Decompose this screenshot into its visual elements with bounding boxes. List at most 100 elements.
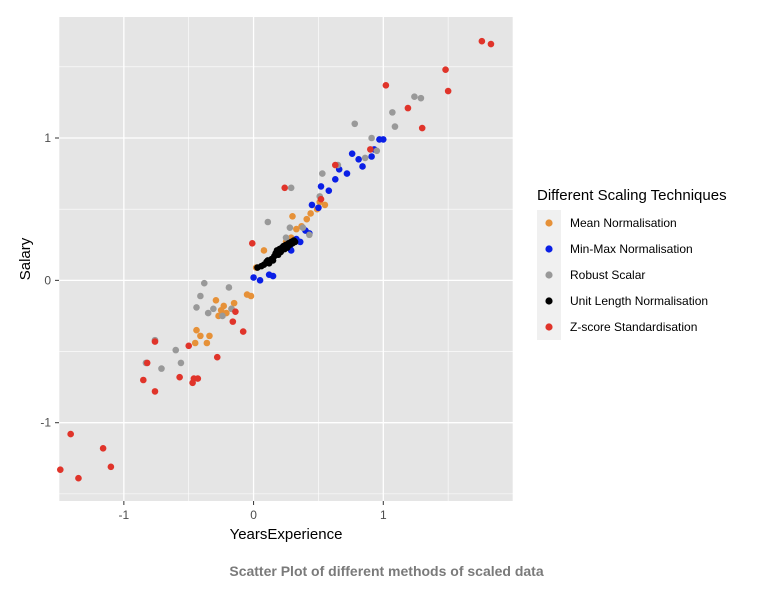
data-point (247, 292, 255, 300)
data-point (331, 161, 339, 169)
legend-key (545, 245, 553, 253)
data-point (185, 342, 193, 350)
data-point (151, 338, 159, 345)
data-point (367, 146, 374, 153)
data-point (321, 201, 329, 209)
data-point (67, 430, 74, 438)
data-point (289, 212, 296, 220)
data-point (391, 123, 399, 130)
data-point (307, 210, 314, 217)
data-point (287, 184, 295, 192)
data-point (75, 474, 82, 482)
data-point (379, 136, 387, 143)
legend-label: Z-score Standardisation (570, 320, 697, 334)
legend: Different Scaling Techniques Mean Normal… (537, 187, 727, 340)
y-tick-label: 1 (44, 131, 51, 145)
y-axis-title: Salary (17, 237, 34, 280)
data-point (158, 365, 165, 372)
data-points (56, 37, 495, 482)
x-tick-label: 0 (250, 508, 257, 522)
legend-key (545, 297, 553, 305)
legend-label: Unit Length Normalisation (570, 294, 708, 308)
data-point (281, 184, 289, 192)
data-point (351, 120, 359, 128)
legend-key (545, 219, 553, 227)
data-point (151, 388, 159, 395)
legend-key (545, 323, 553, 331)
y-tick-label: -1 (40, 416, 51, 430)
data-point (317, 195, 325, 203)
data-point (191, 339, 199, 347)
data-point (382, 82, 390, 89)
chart-caption: Scatter Plot of different methods of sca… (229, 563, 544, 579)
data-point (306, 231, 313, 239)
plot-panel (59, 17, 513, 501)
data-point (219, 312, 226, 320)
data-point (172, 346, 180, 354)
data-point (317, 183, 325, 190)
data-point (225, 284, 233, 291)
x-tick-label: -1 (119, 508, 130, 522)
data-point (229, 318, 237, 325)
data-point (99, 445, 107, 452)
legend-label: Robust Scalar (570, 268, 645, 282)
data-point (291, 238, 299, 246)
data-point (140, 376, 147, 384)
legend-title: Different Scaling Techniques (537, 187, 727, 204)
scatter-chart: -1 0 1 -1 0 1 YearsExperience Salary Differen… (17, 17, 727, 543)
data-point (442, 66, 449, 73)
data-point (220, 302, 228, 310)
data-point (107, 463, 115, 471)
data-point (232, 308, 239, 315)
data-point (206, 332, 213, 340)
data-point (143, 359, 151, 367)
data-point (355, 156, 362, 163)
data-point (177, 359, 185, 367)
y-tick-label: 0 (44, 273, 51, 287)
data-point (293, 225, 300, 233)
data-point (444, 87, 452, 95)
data-point (239, 328, 247, 335)
data-point (282, 234, 290, 241)
data-point (197, 292, 204, 300)
legend-label: Min-Max Normalisation (570, 242, 693, 256)
data-point (193, 326, 200, 334)
data-point (417, 94, 425, 102)
data-point (286, 224, 294, 231)
legend-key (545, 271, 553, 279)
axis-ticks: -1 0 1 -1 0 1 (40, 131, 387, 522)
data-point (343, 170, 351, 177)
data-point (212, 296, 220, 304)
data-point (319, 170, 326, 177)
data-point (230, 299, 238, 307)
data-point (176, 373, 183, 381)
data-point (303, 215, 311, 223)
x-axis-title: YearsExperience (230, 526, 343, 543)
data-point (325, 187, 333, 194)
data-point (299, 224, 307, 231)
data-point (197, 332, 204, 340)
data-point (361, 154, 369, 162)
data-point (296, 238, 304, 246)
data-point (203, 339, 211, 347)
data-point (213, 353, 221, 361)
grid-lines (58, 17, 514, 501)
data-point (210, 305, 217, 313)
data-point (404, 104, 412, 112)
data-point (248, 240, 256, 247)
data-point (250, 274, 257, 281)
data-point (373, 147, 381, 155)
data-point (368, 134, 375, 142)
data-point (193, 304, 200, 311)
data-point (418, 124, 426, 132)
legend-label: Mean Normalisation (570, 216, 677, 230)
data-point (204, 309, 212, 317)
data-point (359, 163, 366, 170)
x-tick-label: 1 (380, 508, 387, 522)
data-point (308, 201, 316, 209)
data-point (315, 204, 322, 212)
data-point (348, 150, 356, 157)
data-point (269, 272, 277, 280)
data-point (478, 37, 486, 45)
data-point (256, 277, 264, 284)
